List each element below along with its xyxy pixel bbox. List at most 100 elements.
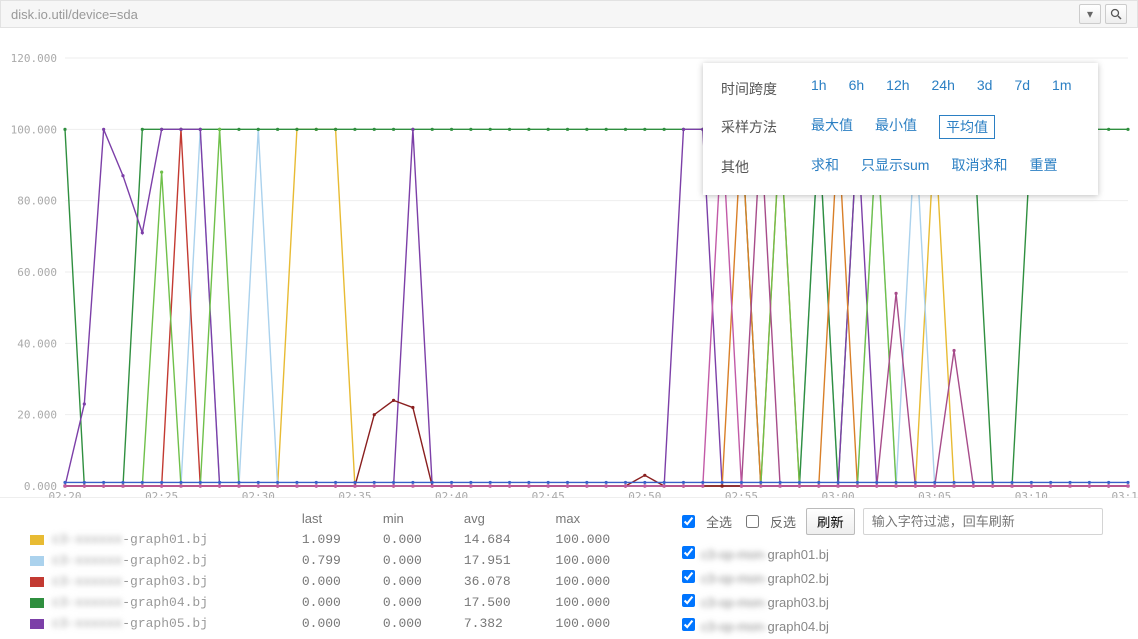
filter-item-label: c3-op-mon-graph02.bj — [701, 571, 829, 586]
legend-row[interactable]: c3-xxxxxx-graph04.bj0.0000.00017.500100.… — [20, 592, 648, 613]
other-label: 其他 — [721, 155, 811, 177]
legend-col-header: min — [373, 508, 454, 529]
other-option[interactable]: 求和 — [811, 155, 839, 175]
legend-min: 0.000 — [373, 550, 454, 571]
legend-swatch — [30, 535, 44, 545]
svg-text:120.000: 120.000 — [11, 52, 57, 65]
header-controls: ▾ — [1079, 4, 1127, 24]
filter-item-label: c3-op-mon-graph03.bj — [701, 595, 829, 610]
svg-text:02:50: 02:50 — [628, 490, 661, 498]
legend-min: 0.000 — [373, 592, 454, 613]
svg-text:02:45: 02:45 — [532, 490, 565, 498]
chart-title: disk.io.util/device=sda — [11, 7, 138, 22]
refresh-button[interactable]: 刷新 — [806, 508, 855, 535]
legend-row[interactable]: c3-xxxxxx-graph01.bj1.0990.00014.684100.… — [20, 529, 648, 550]
svg-text:03:05: 03:05 — [918, 490, 951, 498]
other-option[interactable]: 取消求和 — [951, 155, 1007, 175]
time-option-1m[interactable]: 1m — [1052, 77, 1071, 93]
svg-text:03:00: 03:00 — [822, 490, 855, 498]
other-option[interactable]: 重置 — [1029, 155, 1057, 175]
chart-area: 0.00020.00040.00060.00080.000100.000120.… — [0, 28, 1138, 498]
filter-input[interactable] — [863, 508, 1103, 535]
filter-item-checkbox[interactable] — [682, 570, 695, 583]
time-option-1h[interactable]: 1h — [811, 77, 827, 93]
bottom-area: lastminavgmax c3-xxxxxx-graph01.bj1.0990… — [0, 498, 1138, 639]
legend-row[interactable]: c3-xxxxxx-graph03.bj0.0000.00036.078100.… — [20, 571, 648, 592]
legend-table: lastminavgmax c3-xxxxxx-graph01.bj1.0990… — [20, 508, 648, 634]
filter-item[interactable]: c3-op-mon-graph04.bj — [678, 615, 1118, 634]
legend-row[interactable]: c3-xxxxxx-graph02.bj0.7990.00017.951100.… — [20, 550, 648, 571]
legend-header-row: lastminavgmax — [20, 508, 648, 529]
legend-body: c3-xxxxxx-graph01.bj1.0990.00014.684100.… — [20, 529, 648, 634]
svg-text:40.000: 40.000 — [17, 337, 57, 350]
legend-row[interactable]: c3-xxxxxx-graph05.bj0.0000.0007.382100.0… — [20, 613, 648, 634]
legend-max: 100.000 — [546, 571, 648, 592]
time-option-6h[interactable]: 6h — [849, 77, 865, 93]
svg-text:02:55: 02:55 — [725, 490, 758, 498]
chart-header: disk.io.util/device=sda ▾ — [0, 0, 1138, 28]
time-range-row: 时间跨度 1h 6h 12h 24h 3d 7d 1m — [721, 77, 1080, 99]
filter-item-label: c3-op-mon-graph04.bj — [701, 619, 829, 634]
legend-min: 0.000 — [373, 613, 454, 634]
svg-text:02:30: 02:30 — [242, 490, 275, 498]
sample-option[interactable]: 平均值 — [939, 115, 995, 139]
filter-item[interactable]: c3-op-mon-graph01.bj — [678, 543, 1118, 562]
legend-last: 1.099 — [292, 529, 373, 550]
legend-max: 100.000 — [546, 529, 648, 550]
legend-avg: 17.951 — [454, 550, 546, 571]
legend-last: 0.000 — [292, 571, 373, 592]
legend-col-header: max — [546, 508, 648, 529]
other-options: 求和 只显示sum 取消求和 重置 — [811, 155, 1080, 175]
legend-max: 100.000 — [546, 592, 648, 613]
filter-item[interactable]: c3-op-mon-graph02.bj — [678, 567, 1118, 586]
legend-name: c3-xxxxxx-graph04.bj — [52, 595, 208, 610]
other-option[interactable]: 只显示sum — [861, 155, 929, 175]
select-all-label: 全选 — [706, 512, 732, 531]
svg-text:02:40: 02:40 — [435, 490, 468, 498]
time-range-label: 时间跨度 — [721, 77, 811, 99]
legend-col-header: avg — [454, 508, 546, 529]
magnify-icon — [1110, 8, 1122, 20]
legend-avg: 14.684 — [454, 529, 546, 550]
legend-swatch — [30, 598, 44, 608]
legend-last: 0.000 — [292, 613, 373, 634]
legend-min: 0.000 — [373, 529, 454, 550]
legend-swatch — [30, 556, 44, 566]
filter-block: 全选 反选 刷新 c3-op-mon-graph01.bj c3-op-mon-g… — [678, 508, 1118, 639]
sample-option[interactable]: 最小值 — [875, 115, 917, 139]
filter-item[interactable]: c3-op-mon-graph03.bj — [678, 591, 1118, 610]
legend-table-block: lastminavgmax c3-xxxxxx-graph01.bj1.0990… — [20, 508, 648, 639]
svg-text:02:35: 02:35 — [338, 490, 371, 498]
time-range-options: 1h 6h 12h 24h 3d 7d 1m — [811, 77, 1080, 93]
legend-swatch — [30, 577, 44, 587]
svg-text:03:15: 03:15 — [1111, 490, 1138, 498]
time-option-3d[interactable]: 3d — [977, 77, 993, 93]
sample-option[interactable]: 最大值 — [811, 115, 853, 139]
legend-swatch — [30, 619, 44, 629]
svg-text:02:25: 02:25 — [145, 490, 178, 498]
legend-avg: 17.500 — [454, 592, 546, 613]
legend-min: 0.000 — [373, 571, 454, 592]
filter-item-checkbox[interactable] — [682, 546, 695, 559]
legend-avg: 36.078 — [454, 571, 546, 592]
legend-col-header — [20, 508, 292, 529]
legend-max: 100.000 — [546, 613, 648, 634]
svg-text:100.000: 100.000 — [11, 123, 57, 136]
filter-item-checkbox[interactable] — [682, 618, 695, 631]
select-all-checkbox[interactable] — [682, 515, 695, 528]
filter-controls: 全选 反选 刷新 — [678, 508, 1118, 535]
legend-name: c3-xxxxxx-graph02.bj — [52, 553, 208, 568]
legend-name: c3-xxxxxx-graph03.bj — [52, 574, 208, 589]
time-option-24h[interactable]: 24h — [932, 77, 955, 93]
other-row: 其他 求和 只显示sum 取消求和 重置 — [721, 155, 1080, 177]
time-option-12h[interactable]: 12h — [886, 77, 909, 93]
invert-checkbox[interactable] — [746, 515, 759, 528]
time-option-7d[interactable]: 7d — [1014, 77, 1030, 93]
svg-text:60.000: 60.000 — [17, 266, 57, 279]
svg-text:03:10: 03:10 — [1015, 490, 1048, 498]
dropdown-toggle-button[interactable]: ▾ — [1079, 4, 1101, 24]
legend-col-header: last — [292, 508, 373, 529]
filter-item-checkbox[interactable] — [682, 594, 695, 607]
fullscreen-button[interactable] — [1105, 4, 1127, 24]
legend-last: 0.799 — [292, 550, 373, 571]
